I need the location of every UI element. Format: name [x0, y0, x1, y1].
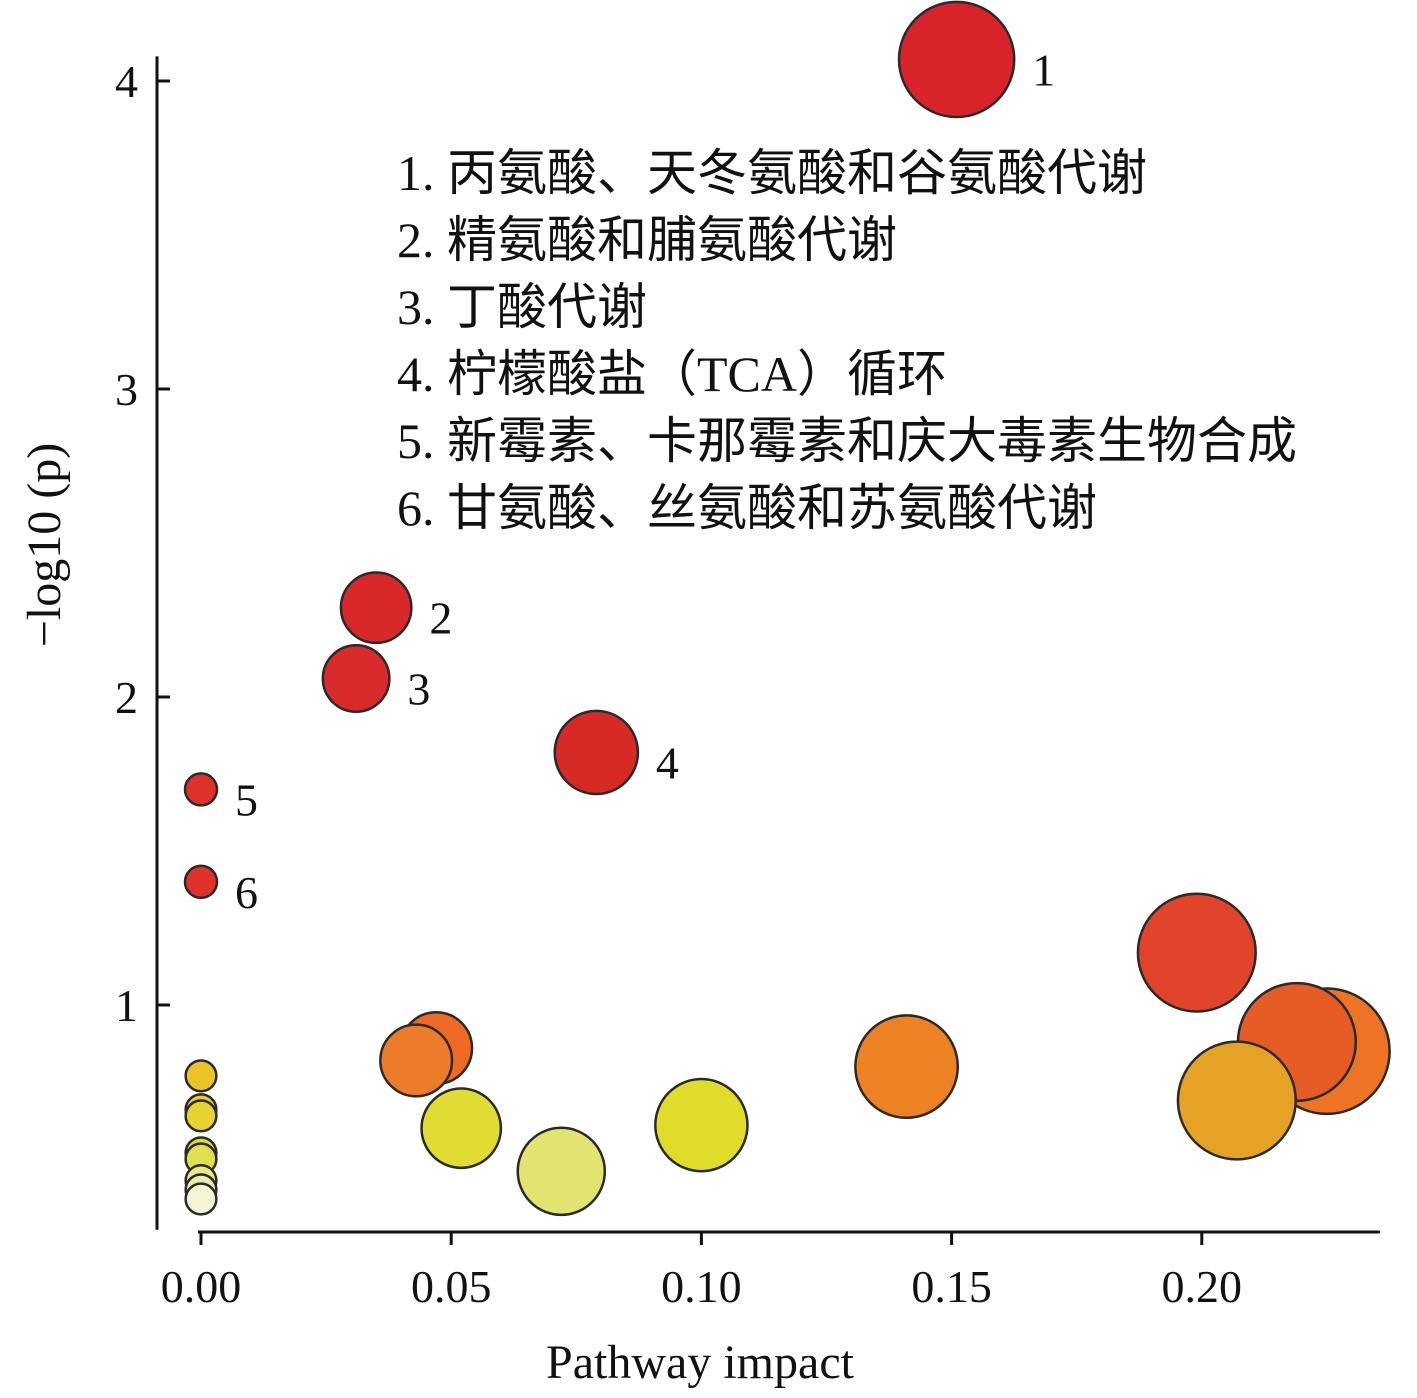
bubble — [854, 1014, 960, 1120]
y-tick-label: 4 — [115, 56, 138, 107]
x-tick-label: 0.00 — [161, 1261, 242, 1312]
bubble-pathway-4 — [553, 709, 640, 796]
bubbles — [183, 0, 1391, 1217]
bubble — [184, 1099, 218, 1133]
legend-entry-5: 5. 新霉素、卡那霉素和庆大毒素生物合成 — [397, 413, 1297, 469]
legend-entry-3: 3. 丁酸代谢 — [397, 279, 647, 335]
bubble-label-4: 4 — [656, 737, 679, 788]
bubble — [184, 1059, 218, 1093]
y-axis-title: −log10 (p) — [18, 443, 71, 647]
bubble-label-1: 1 — [1032, 44, 1055, 95]
legend-entry-6: 6. 甘氨酸、丝氨酸和苏氨酸代谢 — [397, 480, 1097, 536]
bubble — [1136, 892, 1257, 1013]
y-ticks: 1 2 3 4 — [115, 56, 170, 1031]
bubble-pathway-2 — [339, 571, 413, 645]
bubble-label-2: 2 — [429, 593, 452, 644]
legend-entry-2: 2. 精氨酸和脯氨酸代谢 — [397, 212, 897, 268]
bubble-label-3: 3 — [407, 664, 430, 715]
bubble — [420, 1087, 503, 1170]
bubble — [379, 1023, 454, 1098]
bubble-pathway-3 — [321, 643, 391, 714]
x-axis-title: Pathway impact — [546, 1336, 855, 1389]
bubble — [516, 1126, 607, 1217]
x-tick-label: 0.20 — [1162, 1261, 1243, 1312]
y-tick-label: 2 — [115, 672, 138, 723]
x-tick-label: 0.15 — [911, 1261, 992, 1312]
bubble-pathway-6 — [183, 864, 219, 900]
legend-entry-4: 4. 柠檬酸盐（TCA）循环 — [397, 346, 947, 402]
bubble — [1176, 1040, 1297, 1161]
x-tick-label: 0.10 — [661, 1261, 742, 1312]
legend-entry-1: 1. 丙氨酸、天冬氨酸和谷氨酸代谢 — [397, 145, 1147, 201]
bubble — [184, 1182, 218, 1216]
y-tick-label: 1 — [115, 980, 138, 1031]
pathway-legend: 1. 丙氨酸、天冬氨酸和谷氨酸代谢 2. 精氨酸和脯氨酸代谢 3. 丁酸代谢 4. 柠… — [397, 145, 1297, 536]
bubble-label-6: 6 — [235, 867, 258, 918]
bubble-pathway-5 — [183, 772, 219, 807]
x-ticks: 0.00 0.05 0.10 0.15 0.20 — [161, 1232, 1242, 1312]
bubble — [654, 1077, 749, 1173]
x-tick-label: 0.05 — [411, 1261, 492, 1312]
axes — [155, 56, 1380, 1234]
bubble-labels: 1 2 3 4 5 6 — [235, 44, 1055, 917]
bubble-label-5: 5 — [235, 774, 258, 825]
bubble-pathway-1 — [897, 0, 1016, 119]
y-tick-label: 3 — [115, 364, 138, 415]
